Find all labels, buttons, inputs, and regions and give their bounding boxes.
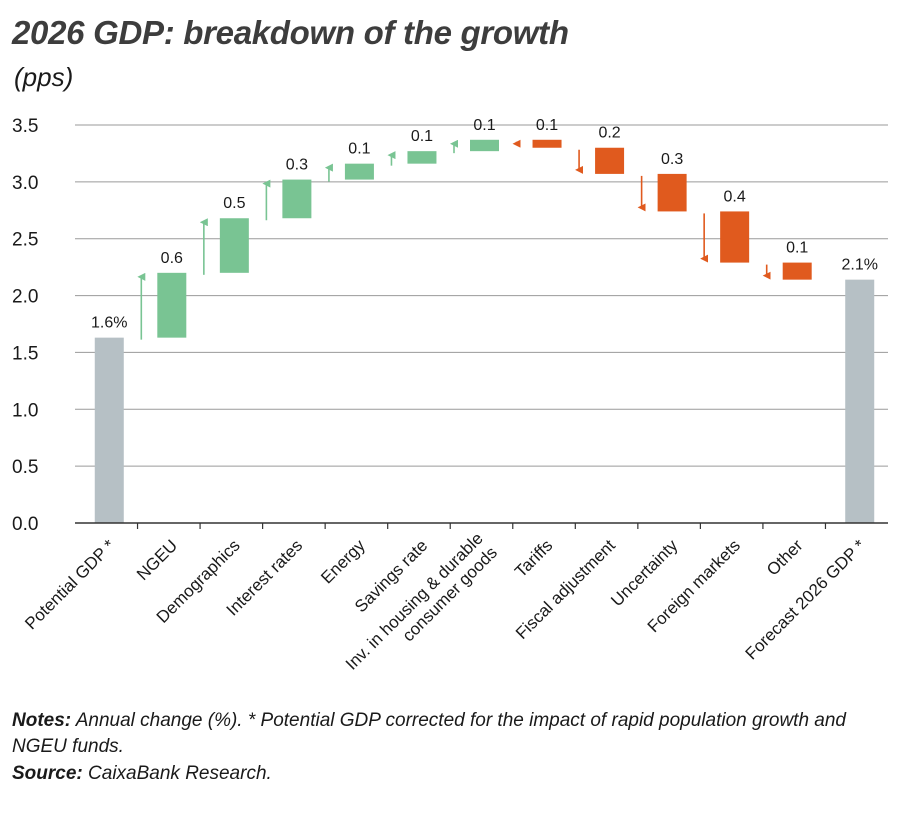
x-tick-label: Forecast 2026 GDP * (742, 536, 870, 664)
y-tick-label: 3.0 (12, 173, 38, 194)
data-label: 0.6 (161, 250, 183, 267)
y-tick-label: 1.0 (12, 400, 38, 421)
y-tick-label: 3.5 (12, 116, 38, 137)
data-label: 0.5 (223, 195, 245, 212)
x-tick-label: Energy (317, 536, 369, 588)
data-label: 1.6% (91, 315, 127, 332)
bar (407, 151, 437, 164)
y-tick-label: 0.5 (12, 457, 38, 478)
bar (532, 139, 562, 148)
x-tick-label: Other (763, 536, 807, 580)
x-tick-label: Potential GDP * (21, 536, 119, 634)
data-label: 0.1 (536, 117, 558, 134)
data-label: 0.3 (286, 157, 308, 174)
notes-label: Notes: (12, 710, 72, 731)
bar (282, 179, 312, 219)
x-tick-label-group: Forecast 2026 GDP * (742, 536, 870, 664)
data-label: 0.1 (411, 128, 433, 145)
x-tick-label-group: Tariffs (511, 536, 556, 581)
data-label: 2.1% (841, 257, 877, 274)
bar (470, 139, 499, 152)
bar (845, 279, 875, 523)
data-label: 0.1 (473, 117, 495, 134)
source-label: Source: (12, 763, 83, 784)
bar (157, 272, 187, 338)
y-tick-label: 2.0 (12, 287, 38, 308)
bar (94, 337, 124, 523)
waterfall-chart: 0.0 0.5 1.0 1.5 2.0 2.5 3.0 3.5 1.6% 0.6 0.5 0.3 0.… (12, 116, 888, 674)
data-label: 0.1 (348, 141, 370, 158)
chart-title: 2026 GDP: breakdown of the growth (12, 14, 569, 51)
source-text: CaixaBank Research. (88, 763, 272, 784)
x-axis: Potential GDP * NGEUDemographicsInterest … (21, 522, 888, 674)
y-tick-label: 0.0 (12, 514, 38, 535)
x-tick-label-group: Other (763, 536, 807, 580)
y-axis: 0.0 0.5 1.0 1.5 2.0 2.5 3.0 3.5 (12, 116, 38, 535)
data-label: 0.4 (724, 188, 746, 205)
x-tick-label-group: NGEU (133, 536, 181, 584)
bar (657, 173, 687, 212)
x-tick-label: NGEU (133, 536, 181, 584)
y-tick-label: 2.5 (12, 230, 38, 251)
x-tick-label-group: Energy (317, 536, 369, 588)
gridlines (75, 124, 888, 467)
data-label: 0.1 (786, 240, 808, 257)
bar (219, 218, 249, 273)
notes-text: Annual change (%). * Potential GDP corre… (12, 710, 846, 757)
bar (782, 262, 812, 280)
y-tick-label: 1.5 (12, 343, 38, 364)
chart-unit-label: (pps) (14, 62, 74, 92)
data-label: 0.2 (598, 125, 620, 142)
x-tick-label: Tariffs (511, 536, 556, 581)
bars: 1.6% 0.6 0.5 0.3 0.1 0.1 0.1 0.1 0.2 0.3 0.4 0.1 2.1… (91, 117, 878, 523)
chart-notes: Notes: Annual change (%). * Potential GD… (12, 708, 882, 760)
bar (344, 163, 374, 180)
bar (720, 211, 750, 263)
bar (595, 147, 625, 174)
x-tick-label-group: Potential GDP * (21, 536, 119, 634)
chart-source: Source: CaixaBank Research. (12, 763, 272, 785)
data-label: 0.3 (661, 151, 683, 168)
